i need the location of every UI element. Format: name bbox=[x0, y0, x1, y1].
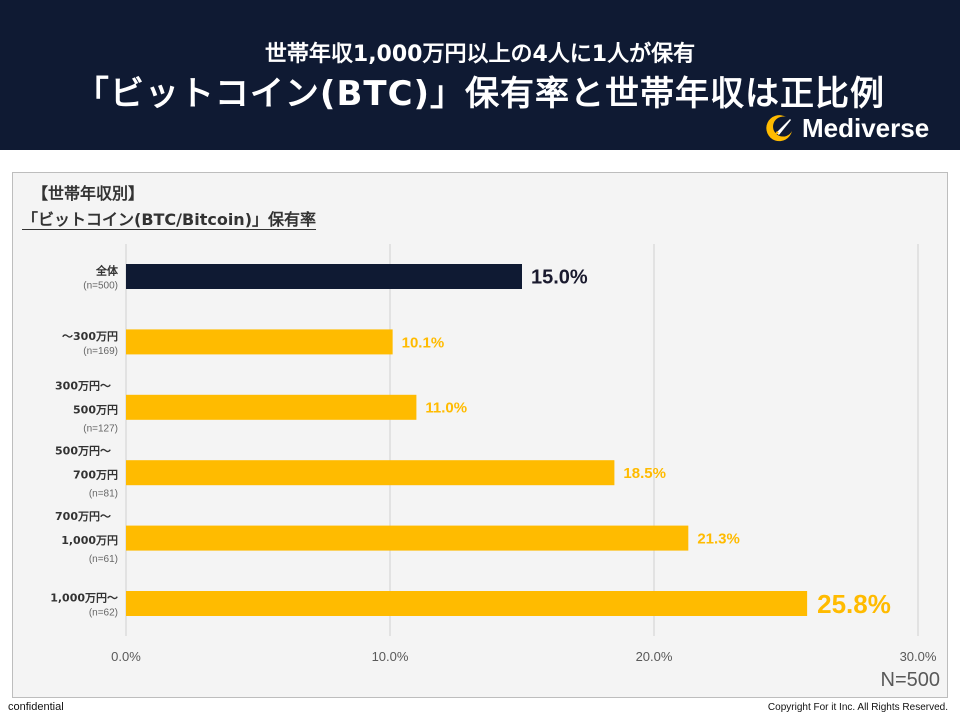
bar bbox=[126, 460, 615, 486]
bar bbox=[126, 264, 522, 289]
confidential-label: confidential bbox=[8, 701, 64, 713]
category-label: ～300万円 bbox=[62, 330, 118, 343]
category-label: 全体 bbox=[95, 264, 119, 278]
data-label: 11.0% bbox=[425, 400, 467, 417]
category-n-label: (n=127) bbox=[83, 423, 118, 434]
x-tick-label: 30.0% bbox=[900, 649, 937, 664]
x-tick-label: 20.0% bbox=[636, 649, 673, 664]
category-n-label: (n=81) bbox=[89, 489, 118, 500]
header-subtitle: 世帯年収1,000万円以上の4人に1人が保有 bbox=[264, 42, 696, 67]
category-label: 1,000万円～ bbox=[50, 592, 118, 605]
brand-name: Mediverse bbox=[802, 112, 930, 143]
header-banner: 世帯年収1,000万円以上の4人に1人が保有 「ビットコイン(BTC)」保有率と… bbox=[0, 0, 960, 150]
category-label: 500万円～ bbox=[55, 445, 111, 458]
bar bbox=[126, 525, 689, 551]
header-title: 「ビットコイン(BTC)」保有率と世帯年収は正比例 bbox=[74, 74, 886, 114]
category-n-label: (n=500) bbox=[83, 281, 118, 292]
brand-logo: Mediverse bbox=[762, 110, 929, 146]
data-label: 21.3% bbox=[697, 531, 740, 548]
bar bbox=[126, 329, 393, 355]
x-tick-label: 0.0% bbox=[111, 649, 141, 664]
data-label: 25.8% bbox=[817, 589, 891, 619]
data-label: 18.5% bbox=[623, 465, 666, 482]
category-label: 300万円～ bbox=[55, 379, 111, 392]
chart-title-line1: 【世帯年収別】 bbox=[32, 184, 145, 203]
category-label: 1,000万円 bbox=[61, 534, 118, 547]
category-n-label: (n=62) bbox=[89, 608, 118, 619]
copyright-label: Copyright For it Inc. All Rights Reserve… bbox=[767, 702, 948, 713]
sample-size-label: N=500 bbox=[880, 669, 941, 691]
bar bbox=[126, 591, 808, 616]
x-tick-label: 10.0% bbox=[372, 649, 409, 664]
category-label: 500万円 bbox=[73, 403, 118, 416]
category-label: 700万円～ bbox=[55, 510, 111, 523]
chart-title-line2: 「ビットコイン(BTC/Bitcoin)」保有率 bbox=[22, 210, 317, 229]
rocket-moon-icon bbox=[766, 115, 792, 142]
bar bbox=[126, 394, 417, 420]
data-label: 15.0% bbox=[531, 267, 588, 289]
category-label: 700万円 bbox=[73, 469, 118, 482]
category-n-label: (n=169) bbox=[83, 346, 118, 357]
category-n-label: (n=61) bbox=[89, 554, 118, 565]
data-label: 10.1% bbox=[402, 334, 445, 351]
